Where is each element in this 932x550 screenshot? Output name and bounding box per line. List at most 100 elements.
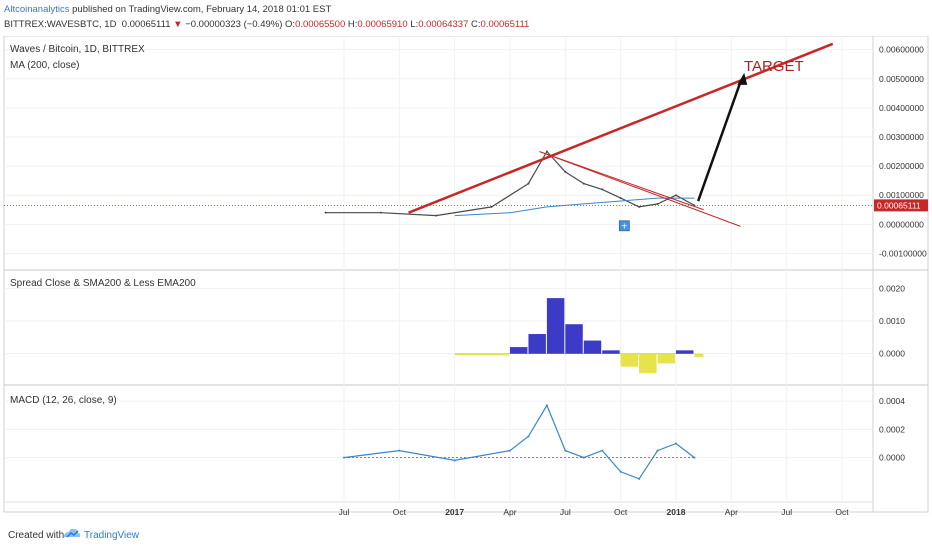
spread-bar <box>510 347 528 354</box>
y-tick-label: 0.00000000 <box>879 219 924 229</box>
macd-point <box>398 449 401 452</box>
ohlc-line: BITTREX:WAVESBTC, 1D 0.00065111 ▼ −0.000… <box>4 17 928 32</box>
author-link[interactable]: Altcoinanalytics <box>4 4 70 15</box>
chart-area[interactable]: Waves / Bitcoin, 1D, BITTREX MA (200, cl… <box>0 36 932 520</box>
high-value: 0.00065910 <box>357 19 408 30</box>
macd-point <box>564 449 567 452</box>
low-value: 0.00064337 <box>418 19 469 30</box>
price-point <box>490 205 493 208</box>
price-point <box>527 182 530 185</box>
price-point <box>601 188 604 191</box>
price-series: 0.00065111 + <box>4 42 928 232</box>
last-price-badge-label: 0.00065111 <box>877 200 921 210</box>
down-arrow-icon: ▼ <box>173 19 183 30</box>
y-tick-label: 0.0002 <box>879 424 905 434</box>
y-tick-label: 0.0000 <box>879 453 905 463</box>
price-pane: Waves / Bitcoin, 1D, BITTREX MA (200, cl… <box>4 42 928 259</box>
macd-point <box>509 449 511 452</box>
macd-point <box>453 459 456 462</box>
x-tick-label: Jul <box>781 507 792 517</box>
ma-indicator-label: MA (200, close) <box>10 60 79 71</box>
y-tick-label: 0.0000 <box>879 349 905 359</box>
price-pane-title: Waves / Bitcoin, 1D, BITTREX <box>10 44 145 55</box>
y-tick-label: 0.00200000 <box>879 161 924 171</box>
spread-bar <box>676 350 694 354</box>
last-price-badge <box>874 199 928 212</box>
macd-y-axis: 0.0004 0.0002 0.0000 <box>879 396 905 463</box>
price-point <box>435 214 438 217</box>
price-change: −0.00000323 (−0.49%) <box>185 19 283 30</box>
spread-bar <box>657 353 675 364</box>
price-point <box>324 211 327 214</box>
y-tick-label: 0.00100000 <box>879 190 924 200</box>
y-tick-label: -0.00100000 <box>879 248 927 258</box>
macd-point <box>527 435 530 438</box>
macd-pane: MACD (12, 26, close, 9) 0.00040.00020.00… <box>10 395 905 480</box>
publish-info: published on TradingView.com, February 1… <box>69 4 332 15</box>
y-tick-label: 0.00600000 <box>879 45 924 55</box>
y-tick-label: 0.00500000 <box>879 74 924 84</box>
event-marker <box>618 220 630 232</box>
open-label: O: <box>285 19 296 30</box>
x-tick-label: Jul <box>339 507 350 517</box>
footer: Created with TradingView <box>0 520 932 550</box>
symbol-label: BITTREX:WAVESBTC, 1D <box>4 19 117 30</box>
tradingview-brand[interactable]: TradingView <box>84 530 140 541</box>
x-tick-label: Apr <box>503 507 516 517</box>
macd-point <box>675 442 677 445</box>
y-tick-label: 0.00300000 <box>879 132 924 142</box>
price-point <box>564 170 567 173</box>
x-tick-label: 2018 <box>667 507 686 517</box>
spread-pane: Spread Close & SMA200 & Less EMA200 0.00… <box>10 278 905 374</box>
spread-histogram <box>454 298 704 374</box>
descending-trendline <box>539 151 741 227</box>
chart-frame <box>3 36 929 513</box>
spread-bar <box>620 353 639 367</box>
price-point <box>656 202 659 205</box>
macd-point <box>656 449 659 452</box>
chart-header: Altcoinanalytics published on TradingVie… <box>4 2 928 36</box>
close-label: C: <box>471 19 481 30</box>
spread-bar <box>528 334 546 354</box>
spread-bar <box>454 353 509 356</box>
y-tick-label: 0.00400000 <box>879 103 924 113</box>
spread-bar <box>583 340 602 354</box>
spread-bar <box>694 353 704 357</box>
x-tick-label: 2017 <box>445 507 464 517</box>
price-series-line <box>325 150 695 217</box>
tradingview-logo-icon <box>64 528 81 538</box>
macd-point <box>343 456 345 459</box>
price-y-axis: 0.00600000 0.00500000 0.00400000 0.00300000… <box>879 45 927 259</box>
publish-line: Altcoinanalytics published on TradingVie… <box>4 2 928 17</box>
spread-bar <box>639 353 657 374</box>
y-tick-label: 0.0004 <box>879 396 905 406</box>
target-annotation: TARGET <box>744 58 804 75</box>
macd-point <box>601 449 604 452</box>
macd-series <box>343 404 696 480</box>
spread-bar <box>546 298 565 354</box>
high-label: H: <box>347 19 358 30</box>
event-marker-label: + <box>621 221 627 232</box>
target-arrow-head <box>737 72 748 85</box>
macd-point <box>582 456 585 459</box>
macd-pane-title: MACD (12, 26, close, 9) <box>10 395 117 406</box>
price-point <box>675 194 677 197</box>
spread-y-axis: 0.0020 0.0010 0.0000 <box>879 283 905 358</box>
price-point <box>619 197 622 200</box>
annotations: TARGET <box>744 58 804 75</box>
last-price: 0.00065111 <box>121 19 171 30</box>
x-tick-label: Oct <box>393 507 407 517</box>
macd-point <box>619 470 622 473</box>
spread-bar <box>602 350 620 354</box>
y-tick-label: 0.0020 <box>879 283 905 293</box>
y-tick-label: 0.0010 <box>879 316 905 326</box>
macd-line <box>343 404 695 480</box>
price-point <box>638 205 641 208</box>
close-value: 0.00065111 <box>480 19 530 30</box>
spread-pane-title: Spread Close & SMA200 & Less EMA200 <box>10 278 196 289</box>
price-point <box>379 211 382 214</box>
macd-point <box>638 477 641 480</box>
ma200-series-line <box>454 197 695 217</box>
upper-trendline <box>408 42 834 214</box>
price-point <box>582 182 585 185</box>
